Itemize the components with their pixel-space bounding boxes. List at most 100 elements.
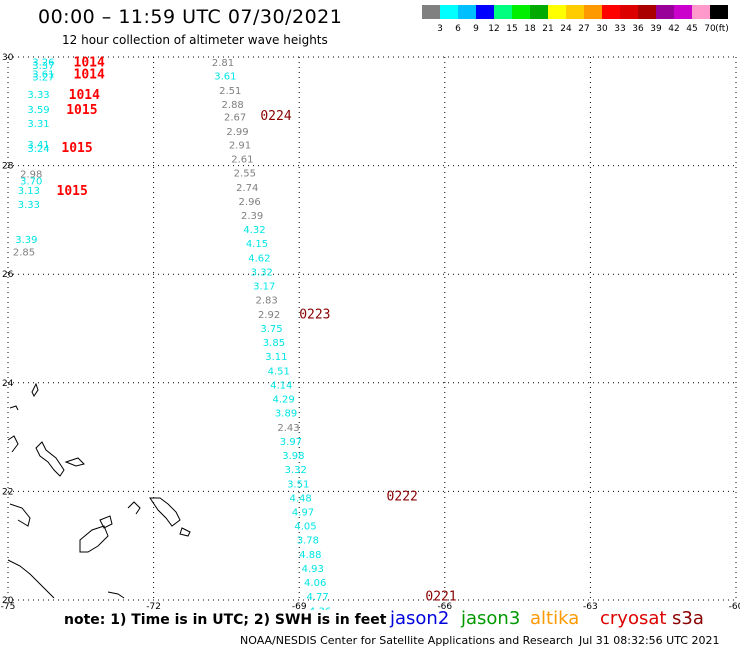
lon-tick-label: -66 xyxy=(437,602,452,610)
colorbar-label: 18 xyxy=(524,24,536,34)
legend-jason2: jason2 xyxy=(390,608,450,629)
lat-tick-label: 26 xyxy=(2,270,14,280)
wave-height-value: 3.41 xyxy=(27,140,49,151)
coastline-segment xyxy=(149,497,181,527)
wave-height-value: 4.06 xyxy=(304,578,326,589)
colorbar-swatch xyxy=(710,5,728,19)
colorbar-swatch xyxy=(620,5,638,19)
pass-time-label: 1015 xyxy=(57,184,88,199)
colorbar-label: 70 xyxy=(704,24,716,34)
generation-timestamp: Jul 31 08:32:56 UTC 2021 xyxy=(579,634,720,647)
wave-height-value: 4.93 xyxy=(302,564,324,575)
colorbar-label: 6 xyxy=(455,24,461,34)
lat-tick-label: 30 xyxy=(2,53,14,63)
wave-height-value: 4.88 xyxy=(299,550,321,561)
colorbar-label: 45 xyxy=(686,24,697,34)
coastline-segment xyxy=(107,591,125,599)
wave-height-value: 2.55 xyxy=(234,169,256,180)
wave-height-value: 3.70 xyxy=(20,176,42,187)
pass-time-label: 1015 xyxy=(66,103,97,118)
wave-height-value: 3.17 xyxy=(253,282,275,293)
colorbar-swatch xyxy=(494,5,512,19)
colorbar-swatch xyxy=(602,5,620,19)
wave-height-value: 3.61 xyxy=(214,71,236,82)
legend-jason3: jason3 xyxy=(461,608,521,629)
wave-height-value: 2.99 xyxy=(226,127,248,138)
colorbar-label: 36 xyxy=(632,24,644,34)
lat-tick-label: 22 xyxy=(2,487,13,497)
wave-height-value: 3.75 xyxy=(260,324,282,335)
colorbar-label: 39 xyxy=(650,24,662,34)
colorbar-label: 42 xyxy=(668,24,679,34)
colorbar-swatch xyxy=(512,5,530,19)
wave-height-value: 3.85 xyxy=(263,338,285,349)
wave-height-value: 2.92 xyxy=(258,310,280,321)
coastline-segment xyxy=(79,525,109,553)
colorbar-label: 15 xyxy=(506,24,517,34)
wave-height-value: 3.31 xyxy=(27,119,49,130)
wave-height-value: 3.61 xyxy=(32,69,54,80)
wave-height-value: 3.26 xyxy=(32,57,54,68)
coastline-segment xyxy=(99,515,113,529)
colorbar-label: 27 xyxy=(578,24,589,34)
wave-height-value: 2.43 xyxy=(277,423,299,434)
pass-time-label: 0222 xyxy=(387,490,418,505)
colorbar-label: 33 xyxy=(614,24,625,34)
colorbar-swatch xyxy=(440,5,458,19)
wave-height-colorbar: 3 6 9 12 15 18 21 24 27 30 33 36 39 42 45 70 (ft) xyxy=(422,5,729,34)
coastline-segment xyxy=(31,382,39,397)
colorbar-swatch xyxy=(566,5,584,19)
pass-time-label: 1014 xyxy=(74,67,105,82)
coastline xyxy=(7,382,191,599)
colorbar-label: 21 xyxy=(542,24,553,34)
wave-height-value: 2.85 xyxy=(13,247,35,258)
wave-height-value: 3.13 xyxy=(18,186,40,197)
wave-height-value: 2.91 xyxy=(229,140,251,151)
wave-height-value: 3.59 xyxy=(27,105,49,116)
coastline-segment xyxy=(7,435,19,453)
lon-tick-label: -72 xyxy=(146,602,161,610)
wave-height-value: 3.78 xyxy=(297,536,319,547)
wave-height-value: 4.05 xyxy=(294,522,316,533)
pass-time-label: 0224 xyxy=(260,109,291,124)
wave-height-value: 4.32 xyxy=(243,225,265,236)
wave-height-value: 2.81 xyxy=(212,58,234,69)
colorbar-swatch xyxy=(458,5,476,19)
wave-height-value: 3.97 xyxy=(280,437,302,448)
colorbar-swatch xyxy=(638,5,656,19)
wave-height-value: 2.88 xyxy=(222,100,244,111)
pass-time-label: 0223 xyxy=(299,307,330,322)
western-pass-values: 3.263.373.613.27 3.33 3.59 3.31 3.413.24 2.98… xyxy=(13,57,55,258)
wave-height-value: 3.37 xyxy=(32,61,54,72)
colorbar-swatch xyxy=(422,5,440,19)
wave-height-value: 3.33 xyxy=(27,90,49,101)
wave-height-value: 4.62 xyxy=(248,253,270,264)
coastline-segment xyxy=(9,503,31,527)
pass-time-label: 1014 xyxy=(74,55,105,70)
wave-height-value: 3.89 xyxy=(275,409,297,420)
coastline-segment xyxy=(9,405,19,411)
lon-tick-label: -75 xyxy=(1,602,16,610)
wave-height-value: 2.51 xyxy=(219,86,241,97)
colorbar-unit: (ft) xyxy=(715,24,729,34)
colorbar-label: 12 xyxy=(488,24,499,34)
lon-tick-label: -63 xyxy=(583,602,598,610)
lon-tick-label: -60 xyxy=(729,602,740,610)
wave-height-value: 4.14 xyxy=(270,380,292,391)
lat-tick-label: 20 xyxy=(2,596,14,606)
legend-altika: altika xyxy=(530,608,580,629)
wave-height-value: 2.96 xyxy=(239,197,261,208)
map-subtitle: 12 hour collection of altimeter wave hei… xyxy=(62,33,328,47)
colorbar-swatch xyxy=(656,5,674,19)
legend-s3a: s3a xyxy=(672,608,704,629)
coastline-segment xyxy=(7,559,55,599)
pass-time-label: 1015 xyxy=(61,141,92,156)
wave-height-value: 2.83 xyxy=(256,296,278,307)
wave-height-value: 3.33 xyxy=(18,200,40,211)
colorbar-label: 9 xyxy=(473,24,479,34)
wave-height-value: 4.51 xyxy=(268,366,290,377)
colorbar-swatch xyxy=(548,5,566,19)
colorbar-label: 30 xyxy=(596,24,608,34)
footer-note: note: 1) Time is in UTC; 2) SWH is in fe… xyxy=(64,612,387,628)
